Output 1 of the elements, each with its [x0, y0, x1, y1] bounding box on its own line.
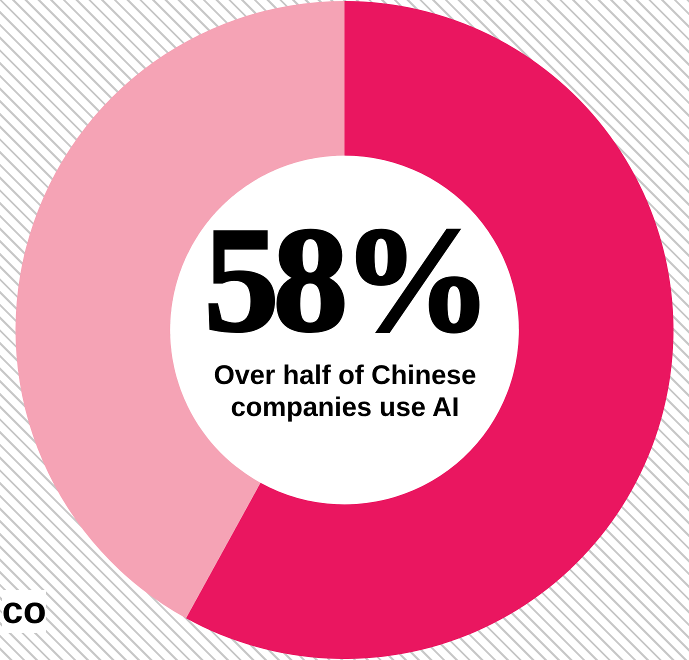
text: co — [2, 590, 46, 633]
